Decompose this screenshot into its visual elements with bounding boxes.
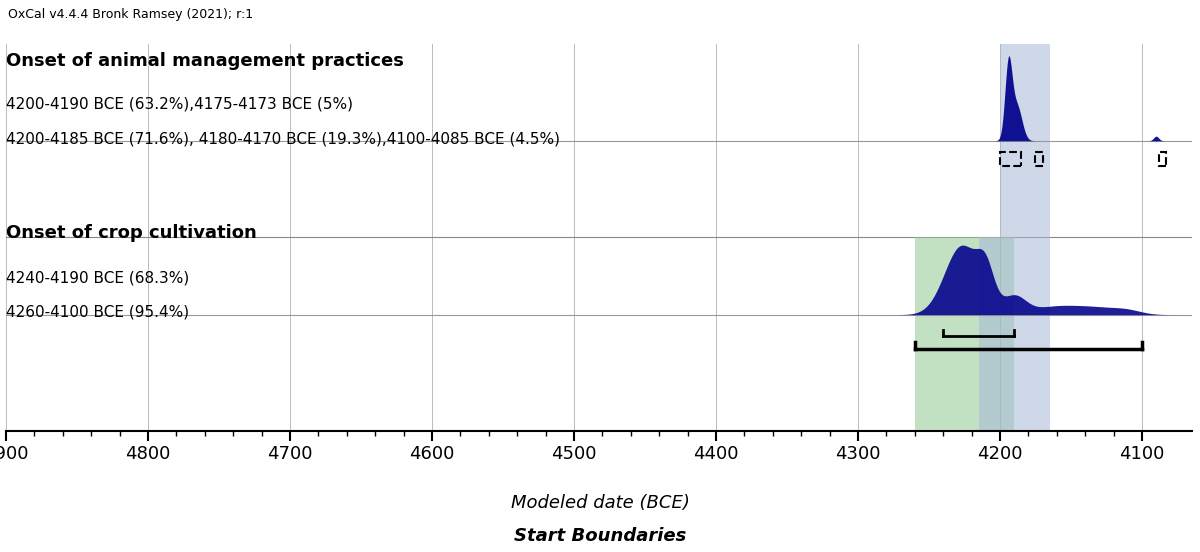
Text: 4200-4185 BCE (71.6%), 4180-4170 BCE (19.3%),4100-4085 BCE (4.5%): 4200-4185 BCE (71.6%), 4180-4170 BCE (19…: [6, 131, 560, 146]
Text: OxCal v4.4.4 Bronk Ramsey (2021); r:1: OxCal v4.4.4 Bronk Ramsey (2021); r:1: [8, 8, 253, 22]
Text: 4200-4190 BCE (63.2%),4175-4173 BCE (5%): 4200-4190 BCE (63.2%),4175-4173 BCE (5%): [6, 96, 353, 112]
Bar: [914, 237, 1014, 431]
Text: Onset of crop cultivation: Onset of crop cultivation: [6, 224, 257, 242]
Bar: [1036, 152, 1043, 166]
Text: 4260-4100 BCE (95.4%): 4260-4100 BCE (95.4%): [6, 305, 190, 320]
Text: Modeled date (BCE): Modeled date (BCE): [510, 494, 690, 512]
Text: Onset of animal management practices: Onset of animal management practices: [6, 52, 404, 70]
Bar: [1159, 152, 1166, 166]
Bar: [979, 237, 1050, 431]
Text: Start Boundaries: Start Boundaries: [514, 527, 686, 545]
Bar: [1000, 44, 1050, 237]
Bar: [1000, 152, 1021, 166]
Text: 4240-4190 BCE (68.3%): 4240-4190 BCE (68.3%): [6, 270, 190, 285]
